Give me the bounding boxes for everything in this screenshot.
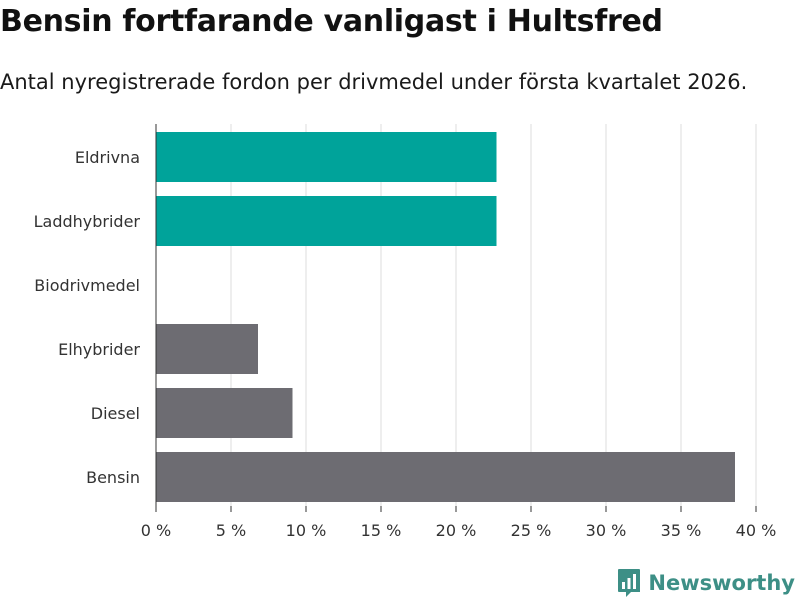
bars [156,132,735,502]
brand-name: Newsworthy [648,571,795,595]
category-label: Laddhybrider [34,212,141,231]
newsworthy-logo-icon [618,569,641,597]
x-tick-label: 20 % [436,521,477,540]
x-tick-label: 5 % [216,521,246,540]
bar [156,452,735,502]
chart-subtitle: Antal nyregistrerade fordon per drivmede… [0,70,748,94]
category-label: Elhybrider [58,340,140,359]
x-tick-label: 30 % [586,521,627,540]
bar [156,132,497,182]
bar [156,324,258,374]
category-labels: Eldrivna Laddhybrider Biodrivmedel Elhybrid… [34,148,141,487]
x-tick-label: 40 % [736,521,777,540]
category-label: Diesel [91,404,140,423]
bar-chart: Eldrivna Laddhybrider Biodrivmedel Elhybrid… [34,124,777,540]
gridlines [230,124,757,506]
x-tick-label: 10 % [286,521,327,540]
bar [156,388,293,438]
brand-logo: Newsworthy [617,568,795,598]
category-label: Biodrivmedel [34,276,140,295]
x-axis: 0 % 5 % 10 % 15 % 20 % 25 % 30 % 35 % 40 % [141,124,777,540]
chart-title: Bensin fortfarande vanligast i Hultsfred [0,4,663,39]
x-tick-label: 25 % [511,521,552,540]
x-tick-label: 35 % [661,521,702,540]
x-tick-label: 15 % [361,521,402,540]
category-label: Eldrivna [75,148,140,167]
category-label: Bensin [86,468,140,487]
x-tick-label: 0 % [141,521,171,540]
bar [156,196,497,246]
